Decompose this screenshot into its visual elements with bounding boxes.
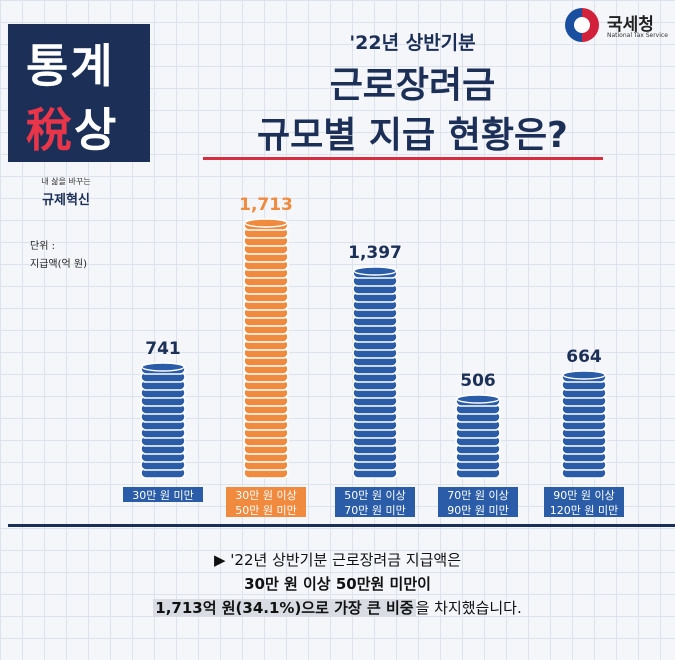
summary-text: ▶ '22년 상반기분 근로장려금 지급액은 30만 원 이상 50만원 미만이… <box>0 548 675 620</box>
title-underline <box>203 157 603 160</box>
bar-3 <box>455 394 501 479</box>
badge-line2: 稅상 <box>26 94 118 160</box>
badge-tax-char: 稅 <box>26 103 74 157</box>
nts-logo: 국세청 National Tax Service <box>565 4 675 42</box>
summary-line3: 1,713억 원(34.1%)으로 가장 큰 비중 을 차지했습니다. <box>0 596 675 620</box>
category-box-3 <box>438 487 518 517</box>
value-label-2: 1,397 <box>348 243 402 263</box>
category-label-4-0: 90만 원 이상 <box>553 489 614 502</box>
category-label-1-0: 30만 원 이상 <box>235 489 296 502</box>
chart-title-line1: 근로장려금 <box>329 65 496 106</box>
category-box-0 <box>123 487 203 502</box>
unit-note: 단위 : 지급액(억 원) <box>30 238 87 274</box>
badge-rest: 상 <box>74 103 119 157</box>
value-label-4: 664 <box>566 347 602 367</box>
category-label-2-0: 50만 원 이상 <box>344 489 405 502</box>
value-label-1: 1,713 <box>239 195 293 215</box>
category-label-3-0: 70만 원 이상 <box>447 489 508 502</box>
stats-badge: 통계 稅상 <box>8 24 150 162</box>
category-label-0-0: 30만 원 미만 <box>132 489 193 502</box>
summary-line1: ▶ '22년 상반기분 근로장려금 지급액은 <box>213 551 462 569</box>
reform-small-text: 내 삶을 바꾸는 <box>41 177 91 186</box>
badge-line1: 통계 <box>26 39 115 93</box>
coin-bar-chart: 741 30만 원 미만 1,713 30만 원 이상 50만 원 미만 1,397 50만… <box>123 195 624 517</box>
logo-english: National Tax Service <box>607 32 668 39</box>
category-box-2 <box>335 487 415 517</box>
bar-1 <box>243 218 289 479</box>
category-label-4-1: 120만 원 미만 <box>550 504 618 517</box>
bar-2 <box>352 266 398 479</box>
bar-0 <box>140 362 186 479</box>
reform-logo: 내 삶을 바꾸는 규제혁신 <box>26 176 106 208</box>
unit-line2: 지급액(억 원) <box>30 259 87 270</box>
chart-baseline <box>8 524 675 527</box>
reform-main-text: 규제혁신 <box>42 193 90 208</box>
category-label-1-1: 50만 원 미만 <box>235 504 296 517</box>
value-label-3: 506 <box>460 371 496 391</box>
value-label-0: 741 <box>145 339 181 359</box>
chart-subtitle: '22년 상반기분 <box>349 32 476 54</box>
taegeuk-icon <box>565 8 599 42</box>
category-box-1 <box>226 487 306 517</box>
logo-korean: 국세청 <box>607 15 654 35</box>
summary-highlight: 1,713억 원(34.1%)으로 가장 큰 비중 <box>153 599 416 617</box>
unit-line1: 단위 : <box>30 241 55 252</box>
summary-line3-rest: 을 차지했습니다. <box>415 599 522 617</box>
category-label-3-1: 90만 원 미만 <box>447 504 508 517</box>
bar-4 <box>561 370 607 479</box>
category-label-2-1: 70만 원 미만 <box>344 504 405 517</box>
summary-line2: 30만 원 이상 50만원 미만이 <box>244 575 431 593</box>
chart-title-line2: 규모별 지급 현황은? <box>257 115 568 156</box>
category-box-4 <box>544 487 624 517</box>
